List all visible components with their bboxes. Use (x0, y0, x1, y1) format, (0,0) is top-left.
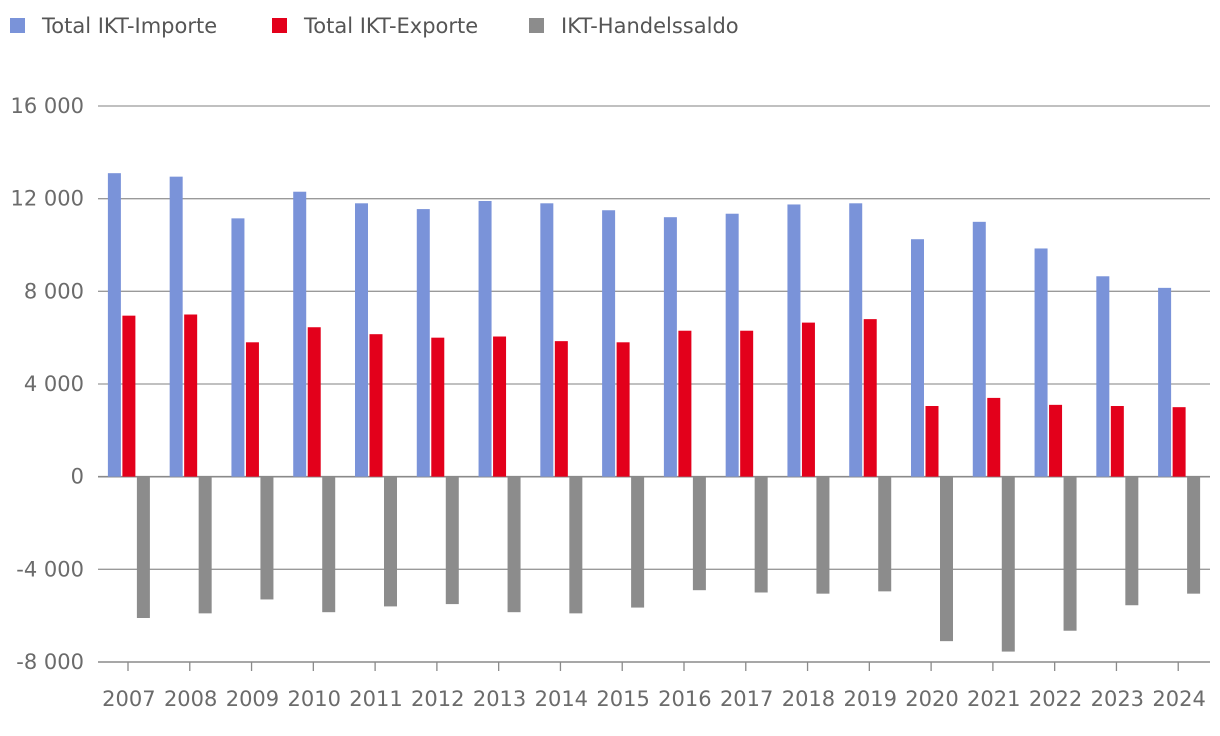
bar-ikt-handelssaldo-2015 (631, 476, 645, 608)
x-tick-label: 2019 (843, 687, 896, 711)
legend-swatch-1 (10, 18, 25, 33)
bar-ikt-handelssaldo-2009 (260, 476, 274, 600)
legend-label-2: Total IKT-Exporte (303, 14, 478, 38)
bar-total-ikt-importe-2020 (911, 239, 924, 477)
y-tick-label: 16 000 (11, 94, 84, 118)
bar-ikt-handelssaldo-2021 (1001, 476, 1015, 652)
bar-ikt-handelssaldo-2023 (1125, 476, 1139, 606)
bar-total-ikt-exporte-2019 (863, 319, 877, 477)
y-tick-label: 8 000 (24, 279, 84, 303)
bar-ikt-handelssaldo-2018 (816, 476, 830, 594)
bar-ikt-handelssaldo-2010 (322, 476, 336, 613)
legend-swatch-3 (529, 18, 544, 33)
x-tick-label: 2024 (1152, 687, 1205, 711)
bar-total-ikt-exporte-2013 (493, 336, 507, 477)
x-tick-label: 2018 (782, 687, 835, 711)
bar-ikt-handelssaldo-2008 (198, 476, 212, 614)
bar-ikt-handelssaldo-2007 (136, 476, 150, 618)
x-tick-label: 2015 (596, 687, 649, 711)
y-axis: 16 000 12 000 8 000 4 000 0 -4 000 -8 000 (11, 94, 84, 674)
x-tick-label: 2010 (287, 687, 340, 711)
bar-ikt-handelssaldo-2020 (940, 476, 953, 642)
bar-total-ikt-exporte-2015 (616, 342, 630, 477)
x-tick-label: 2020 (905, 687, 958, 711)
bar-total-ikt-importe-2008 (169, 176, 183, 477)
bar-total-ikt-importe-2022 (1034, 248, 1048, 477)
x-tick-label: 2022 (1029, 687, 1082, 711)
bar-total-ikt-importe-2012 (416, 209, 430, 477)
bar-total-ikt-importe-2015 (602, 210, 616, 477)
bar-total-ikt-importe-2019 (849, 203, 863, 477)
bar-ikt-handelssaldo-2024 (1187, 476, 1201, 594)
bar-total-ikt-exporte-2020 (925, 406, 939, 477)
bar-total-ikt-exporte-2021 (987, 397, 1001, 477)
bar-total-ikt-exporte-2024 (1172, 407, 1186, 477)
x-tick-label: 2011 (349, 687, 402, 711)
bar-ikt-handelssaldo-2016 (692, 476, 706, 591)
y-tick-label: -4 000 (16, 557, 84, 581)
bar-total-ikt-exporte-2008 (184, 314, 198, 477)
x-tick-label: 2012 (411, 687, 464, 711)
x-tick-label: 2013 (473, 687, 526, 711)
bar-ikt-handelssaldo-2012 (445, 476, 459, 605)
x-tick-label: 2008 (164, 687, 217, 711)
bar-total-ikt-exporte-2011 (369, 334, 383, 477)
bar-total-ikt-exporte-2010 (307, 327, 321, 477)
bar-total-ikt-importe-2024 (1158, 287, 1172, 477)
bar-total-ikt-importe-2018 (787, 204, 801, 477)
x-tick-label: 2007 (102, 687, 155, 711)
bar-total-ikt-exporte-2022 (1049, 404, 1063, 477)
gridlines (98, 105, 1210, 570)
x-tick-label: 2009 (226, 687, 279, 711)
bar-total-ikt-importe-2014 (540, 203, 554, 477)
y-tick-label: -8 000 (16, 650, 84, 674)
y-tick-label: 12 000 (11, 187, 84, 211)
y-tick-label: 0 (71, 465, 84, 489)
x-tick-label: 2014 (535, 687, 588, 711)
legend-label-1: Total IKT-Importe (41, 14, 217, 38)
bar-total-ikt-exporte-2007 (122, 315, 136, 477)
bar-total-ikt-importe-2013 (478, 200, 492, 477)
x-tick-label: 2021 (967, 687, 1020, 711)
bar-total-ikt-importe-2021 (972, 221, 986, 477)
bar-total-ikt-exporte-2012 (431, 337, 445, 477)
x-axis: 2007 2008 2009 2010 2011 2012 2013 2014 2015 2016… (98, 661, 1210, 711)
bar-ikt-handelssaldo-2014 (569, 476, 583, 614)
bar-total-ikt-importe-2023 (1096, 276, 1110, 477)
bar-total-ikt-exporte-2023 (1110, 406, 1124, 477)
bar-total-ikt-importe-2016 (663, 217, 677, 477)
bar-ikt-handelssaldo-2022 (1063, 476, 1077, 631)
bar-ikt-handelssaldo-2011 (384, 476, 397, 607)
x-tick-label: 2023 (1091, 687, 1144, 711)
x-tick-label: 2016 (658, 687, 711, 711)
bar-ikt-handelssaldo-2013 (507, 476, 521, 613)
legend-label-3: IKT-Handelssaldo (561, 14, 739, 38)
bar-total-ikt-importe-2017 (725, 213, 739, 477)
legend-swatch-2 (272, 18, 287, 33)
bar-total-ikt-exporte-2017 (740, 330, 754, 477)
bar-total-ikt-importe-2010 (293, 191, 307, 477)
bar-total-ikt-exporte-2018 (801, 322, 815, 477)
y-tick-label: 4 000 (24, 372, 84, 396)
bar-total-ikt-importe-2009 (231, 218, 245, 477)
bar-ikt-handelssaldo-2019 (878, 476, 892, 592)
bar-total-ikt-exporte-2014 (554, 341, 568, 477)
bar-total-ikt-importe-2011 (355, 203, 368, 477)
bar-total-ikt-exporte-2009 (245, 342, 259, 477)
bar-total-ikt-importe-2007 (107, 173, 121, 477)
x-tick-label: 2017 (720, 687, 773, 711)
bars (107, 173, 1201, 652)
bar-ikt-handelssaldo-2017 (754, 476, 768, 593)
legend: Total IKT-Importe Total IKT-Exporte IKT-Ha… (10, 14, 739, 38)
bar-total-ikt-exporte-2016 (678, 330, 692, 477)
